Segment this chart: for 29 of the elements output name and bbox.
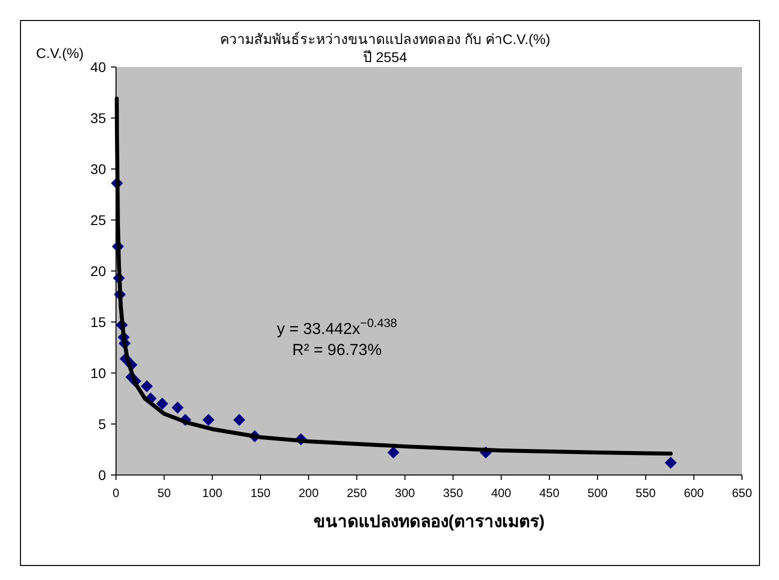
x-tick-label: 250 [346,486,368,500]
x-tick-label: 50 [157,486,172,500]
x-axis-title: ขนาดแปลงทดลอง(ตารางเมตร) [313,512,545,531]
y-axis-title: C.V.(%) [36,45,84,61]
x-tick-label: 550 [636,486,656,500]
y-tick-label: 35 [90,110,106,126]
y-tick-label: 20 [90,263,106,279]
y-tick-label: 0 [98,467,106,483]
chart-title: ความสัมพันธ์ระหว่างขนาดแปลงทดลอง กับ ค่าC.V.(%) [220,31,550,47]
x-tick-label: 650 [732,486,752,500]
annotation: y = 33.442x$^{−0.438}$ [276,316,398,338]
x-tick-label: 600 [684,486,704,500]
x-tick-label: 450 [539,486,560,500]
x-tick-label: 500 [588,486,608,500]
y-tick-label: 25 [90,212,106,228]
x-tick-label: 100 [202,486,223,500]
x-tick-label: 200 [298,486,319,500]
x-tick-label: 0 [112,486,120,500]
x-tick-label: 400 [491,486,512,500]
annotation: R² = 96.73% [292,342,382,359]
y-tick-label: 10 [90,365,106,381]
x-tick-label: 300 [394,486,416,500]
y-tick-label: 15 [90,314,106,330]
x-tick-label: 350 [443,486,464,500]
chart-subtitle: ปี 2554 [362,49,408,65]
y-tick-label: 30 [90,161,106,177]
x-tick-label: 150 [250,486,271,500]
y-tick-label: 40 [90,59,106,75]
y-tick-label: 5 [98,416,106,432]
